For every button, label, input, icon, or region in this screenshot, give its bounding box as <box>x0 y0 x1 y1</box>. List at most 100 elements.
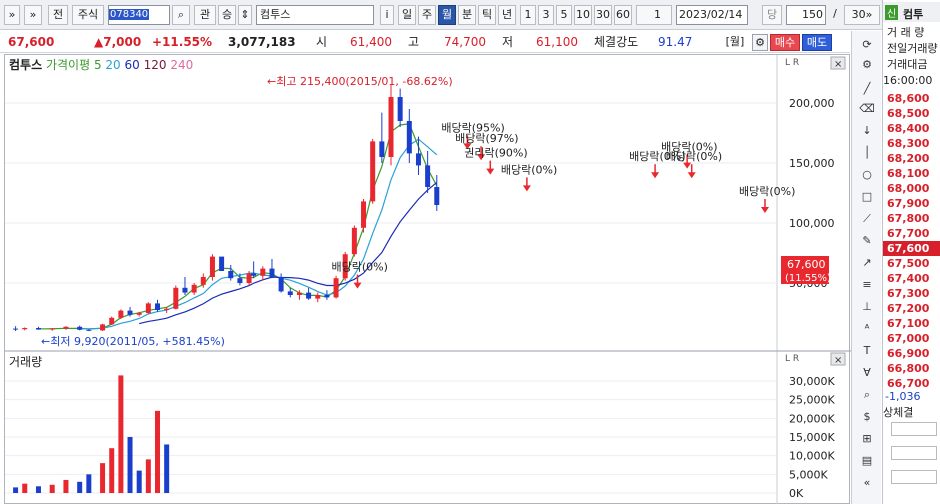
interval-3[interactable]: 3 <box>538 5 554 25</box>
ob-price-row[interactable]: 66,800 <box>887 362 930 375</box>
period-tick[interactable]: 틱 <box>478 5 496 25</box>
trend-icon[interactable]: ⟋ <box>863 212 871 225</box>
down-arrow-icon[interactable]: ↓ <box>862 124 872 137</box>
volume-bar <box>118 375 124 493</box>
interval-10[interactable]: 10 <box>574 5 592 25</box>
ob-input-1[interactable] <box>891 422 937 436</box>
price-chart-svg[interactable]: 배당락(0%)배당락(95%)배당락(97%)권리락(90%)배당락(0%)배당… <box>5 55 851 504</box>
ob-price-row[interactable]: 67,400 <box>887 272 930 285</box>
ob-price-row[interactable]: 68,300 <box>887 137 930 150</box>
search-button[interactable]: ⌕ <box>172 5 190 25</box>
ob-price-row[interactable]: 67,100 <box>887 317 930 330</box>
interval-spinner[interactable]: 1 <box>636 5 672 25</box>
candle-body <box>191 284 197 293</box>
stock-name-field[interactable]: 컴투스 <box>256 5 374 25</box>
ob-bottom-label: 상체결 <box>883 406 914 419</box>
dollar-icon[interactable]: $ <box>863 410 871 423</box>
period-day[interactable]: 일 <box>398 5 416 25</box>
candle-body <box>109 317 115 325</box>
date-input[interactable]: 2023/02/14 <box>676 5 748 25</box>
line-tool-icon[interactable]: ╱ <box>863 82 871 95</box>
ob-price-row[interactable]: 67,700 <box>887 227 930 240</box>
ruler-icon[interactable]: ⊥ <box>862 300 872 313</box>
interval-60[interactable]: 60 <box>614 5 632 25</box>
settings-button[interactable]: ⚙ <box>752 34 768 51</box>
seung-button[interactable]: 승 <box>218 5 236 25</box>
buy-button[interactable]: 매수 <box>770 34 800 51</box>
ob-price-row[interactable]: 66,700 <box>887 377 930 390</box>
gear-icon: ⚙ <box>755 36 765 49</box>
ob-stock-name: 컴투 <box>903 8 924 21</box>
period-minute[interactable]: 분 <box>458 5 476 25</box>
volume-scale-buttons[interactable]: L R <box>785 354 799 364</box>
period-week[interactable]: 주 <box>418 5 436 25</box>
period-year[interactable]: 년 <box>498 5 516 25</box>
volume-bar <box>127 437 133 493</box>
ob-price-row[interactable]: 67,600 <box>883 241 940 256</box>
ob-input-3[interactable] <box>891 470 937 484</box>
ob-price-row[interactable]: 67,300 <box>887 287 930 300</box>
rectangle-icon[interactable]: □ <box>861 190 873 203</box>
dividend-arrow <box>760 207 769 213</box>
collapse-icon[interactable]: « <box>863 476 871 489</box>
circle-icon[interactable]: ○ <box>862 168 872 181</box>
all-toggle-button[interactable]: 전 <box>48 5 68 25</box>
eraser-icon[interactable]: ⌫ <box>859 102 875 115</box>
period-month[interactable]: 월 <box>438 5 456 25</box>
interval-5[interactable]: 5 <box>556 5 572 25</box>
fib-icon[interactable]: ≡ <box>862 278 872 291</box>
stock-code-input[interactable]: 078340 <box>108 5 170 25</box>
collapse-left-button[interactable]: » <box>4 5 20 25</box>
volume-pane-close[interactable] <box>830 352 846 366</box>
ob-price-row[interactable]: 68,600 <box>887 92 930 105</box>
candle-body <box>370 141 376 202</box>
dividend-label: 배당락(0%) <box>501 163 557 176</box>
pencil-icon[interactable]: ✎ <box>862 234 872 247</box>
auto-icon[interactable]: ᴬ <box>864 322 870 335</box>
candle-body <box>342 254 348 279</box>
updown-button[interactable]: ⇕ <box>238 5 252 25</box>
ma-line <box>79 138 438 330</box>
volume-pane-title: 거래량 <box>9 355 43 369</box>
date-today-button[interactable]: 당 <box>762 5 782 25</box>
refresh-icon[interactable]: ⟳ <box>862 38 872 51</box>
ob-price-row[interactable]: 67,000 <box>887 332 930 345</box>
dividend-label: 배당락(0%) <box>661 141 717 154</box>
count-input[interactable]: 150 <box>786 5 826 25</box>
chart-area[interactable]: 배당락(0%) 배당락(95%) 배당락(97%) 권리락(90%) 배당락(0%) 배당… <box>4 54 851 504</box>
zoom-icon[interactable]: ⌕ <box>863 388 871 401</box>
ob-price-row[interactable]: 68,100 <box>887 167 930 180</box>
ob-price-row[interactable]: 68,500 <box>887 107 930 120</box>
ob-price-row[interactable]: 68,200 <box>887 152 930 165</box>
info-button[interactable]: i <box>380 5 394 25</box>
market-select[interactable]: 주식 <box>72 5 104 25</box>
candle-body <box>77 326 83 330</box>
candle-body <box>251 273 257 276</box>
ob-price-row[interactable]: 67,800 <box>887 212 930 225</box>
price-scale-buttons[interactable]: L R <box>785 58 799 68</box>
interval-30[interactable]: 30 <box>594 5 612 25</box>
all-icon[interactable]: ∀ <box>863 366 871 379</box>
ob-price-row[interactable]: 68,000 <box>887 182 930 195</box>
ob-price-row[interactable]: 67,500 <box>887 257 930 270</box>
ob-price-row[interactable]: 68,400 <box>887 122 930 135</box>
vertical-line-icon[interactable]: │ <box>863 146 871 159</box>
dividend-arrow <box>463 143 472 150</box>
save-icon[interactable]: ▤ <box>861 454 873 467</box>
range-select[interactable]: 30» <box>844 5 880 25</box>
gear-icon[interactable]: ⚙ <box>862 58 872 71</box>
ob-price-row[interactable]: 67,900 <box>887 197 930 210</box>
ob-amount-label: 거래대금 <box>887 58 928 71</box>
related-button[interactable]: 관 <box>194 5 216 25</box>
arrow-icon[interactable]: ↗ <box>862 256 872 269</box>
ob-price-row[interactable]: 67,200 <box>887 302 930 315</box>
text-icon[interactable]: T <box>863 344 871 357</box>
interval-1[interactable]: 1 <box>520 5 536 25</box>
expand-down-button[interactable]: » <box>24 5 42 25</box>
grid-icon[interactable]: ⊞ <box>862 432 872 445</box>
price-pane-close[interactable] <box>830 56 846 70</box>
ob-price-row[interactable]: 66,900 <box>887 347 930 360</box>
month-indicator[interactable]: [월] <box>725 35 745 48</box>
ob-input-2[interactable] <box>891 446 937 460</box>
sell-button[interactable]: 매도 <box>802 34 832 51</box>
